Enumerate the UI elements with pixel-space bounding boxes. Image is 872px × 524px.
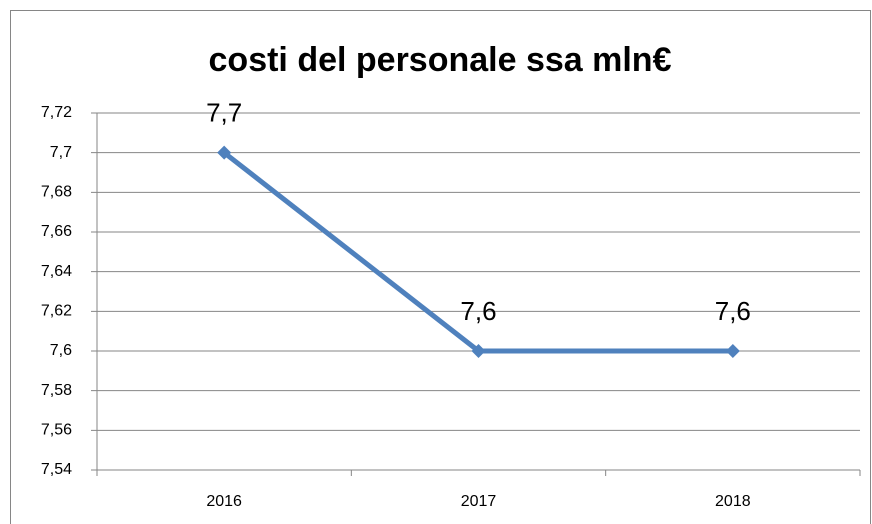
- x-tick-label: 2017: [461, 493, 497, 510]
- y-tick-label: 7,58: [41, 382, 72, 399]
- y-tick-label: 7,62: [41, 303, 72, 320]
- x-tick-label: 2016: [206, 493, 242, 510]
- chart-frame: [10, 10, 871, 524]
- data-point: [471, 344, 486, 358]
- data-label: 7,7: [206, 98, 242, 128]
- y-tick-label: 7,64: [41, 263, 72, 280]
- y-tick-label: 7,66: [41, 223, 72, 240]
- data-point: [725, 344, 740, 358]
- y-tick-label: 7,72: [41, 104, 72, 121]
- data-point: [217, 145, 232, 160]
- data-label: 7,6: [460, 296, 496, 326]
- y-tick-label: 7,7: [50, 144, 72, 161]
- x-tick-label: 2018: [715, 493, 751, 510]
- y-tick-label: 7,68: [41, 184, 72, 201]
- chart-title: costi del personale ssa mln€: [209, 41, 672, 79]
- y-tick-label: 7,56: [41, 422, 72, 439]
- y-tick-label: 7,6: [50, 342, 72, 359]
- data-label: 7,6: [715, 296, 751, 326]
- y-tick-label: 7,54: [41, 461, 72, 478]
